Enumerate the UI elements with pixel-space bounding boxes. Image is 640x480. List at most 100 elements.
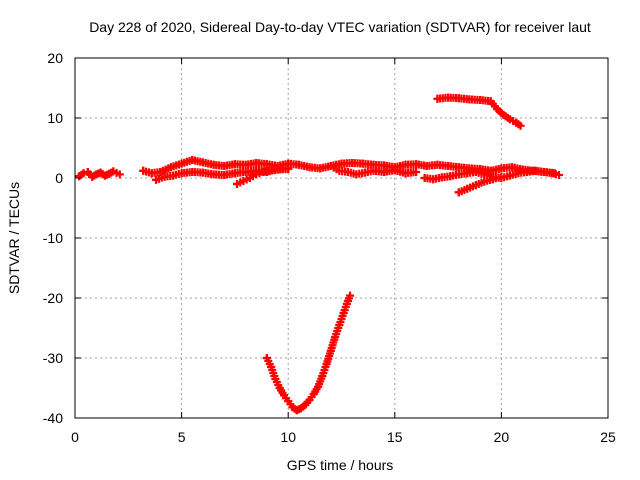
data-point: [156, 168, 165, 176]
data-point: [273, 165, 282, 174]
data-point: [422, 162, 431, 170]
data-point: [241, 168, 250, 176]
y-tick-label: -30: [43, 350, 63, 366]
data-point: [412, 168, 421, 176]
data-point: [79, 169, 88, 178]
data-point: [233, 180, 242, 188]
data-point: [516, 121, 525, 130]
data-point: [284, 397, 293, 406]
data-point: [169, 171, 178, 180]
data-point: [188, 168, 197, 176]
data-point: [198, 168, 207, 177]
data-point: [271, 375, 280, 383]
data-point: [305, 396, 314, 404]
data-point: [177, 169, 186, 178]
data-point: [115, 170, 124, 179]
data-point: [505, 171, 514, 180]
series-arc-7: [454, 172, 506, 197]
x-axis-label: GPS time / hours: [287, 457, 394, 473]
data-point: [258, 168, 267, 176]
data-point: [75, 172, 84, 181]
data-point: [83, 168, 92, 176]
data-point: [152, 175, 161, 184]
y-tick-label: 20: [47, 50, 63, 66]
data-point: [429, 175, 438, 184]
data-point: [499, 111, 508, 119]
data-point: [433, 94, 442, 103]
data-point: [401, 169, 410, 178]
data-point: [512, 118, 521, 127]
data-point: [239, 177, 248, 185]
y-tick-label: -40: [43, 410, 63, 426]
data-point: [420, 174, 429, 182]
data-point: [454, 163, 463, 172]
x-tick-label: 5: [178, 429, 186, 445]
data-point: [343, 297, 352, 305]
data-point: [531, 166, 540, 175]
data-point: [284, 165, 293, 173]
data-point: [480, 170, 489, 179]
data-point: [358, 159, 367, 168]
chart-title: Day 228 of 2020, Sidereal Day-to-day VTE…: [89, 19, 591, 35]
data-point: [337, 159, 346, 168]
data-point: [252, 170, 261, 179]
data-point: [288, 403, 297, 412]
data-point: [292, 406, 301, 415]
data-point: [360, 168, 369, 177]
data-point: [177, 159, 186, 168]
data-point: [109, 167, 118, 176]
data-point: [279, 391, 288, 400]
data-point: [514, 169, 523, 178]
data-point: [220, 162, 229, 170]
y-axis-label: SDTVAR / TECUs: [6, 182, 22, 294]
x-tick-label: 0: [71, 429, 79, 445]
data-point: [245, 174, 254, 182]
data-point: [147, 169, 156, 178]
data-point: [497, 172, 506, 181]
data-point: [437, 173, 446, 182]
data-point: [209, 170, 218, 179]
data-point: [446, 172, 455, 181]
data-point: [88, 172, 97, 181]
data-point: [241, 160, 250, 169]
y-tick-label: -10: [43, 230, 63, 246]
data-point: [497, 164, 506, 173]
data-point: [476, 96, 485, 104]
data-point: [454, 94, 463, 103]
data-point: [267, 363, 276, 371]
data-point: [508, 163, 517, 172]
data-point: [309, 390, 318, 398]
data-point: [316, 164, 325, 173]
data-point: [275, 384, 284, 392]
series-arc-9: [262, 291, 355, 415]
x-tick-label: 20: [494, 429, 510, 445]
data-point: [322, 360, 331, 368]
data-point: [296, 404, 305, 413]
data-point: [318, 372, 327, 380]
data-point: [548, 169, 557, 178]
data-point: [488, 175, 497, 184]
series-arc-5: [326, 162, 421, 179]
data-point: [480, 177, 489, 186]
x-tick-label: 25: [600, 429, 616, 445]
series-arc-8: [433, 93, 525, 130]
data-point: [139, 166, 148, 175]
data-point: [331, 333, 340, 341]
data-point: [352, 170, 361, 179]
data-point: [401, 160, 410, 169]
axis-ticks: 0 5 10 15 20 25 -40 -30 -20 -10 0 10 20: [43, 50, 616, 445]
data-point: [369, 166, 378, 175]
data-point: [444, 93, 453, 102]
series-arc-4: [233, 165, 293, 188]
data-point: [314, 382, 323, 391]
data-point: [463, 184, 472, 193]
data-point: [198, 158, 207, 167]
data-point: [380, 168, 389, 176]
data-point: [412, 160, 421, 169]
data-point: [554, 171, 563, 179]
data-point: [209, 160, 218, 169]
data-point: [476, 165, 485, 173]
y-tick-label: -20: [43, 290, 63, 306]
grid-lines: [75, 58, 608, 418]
